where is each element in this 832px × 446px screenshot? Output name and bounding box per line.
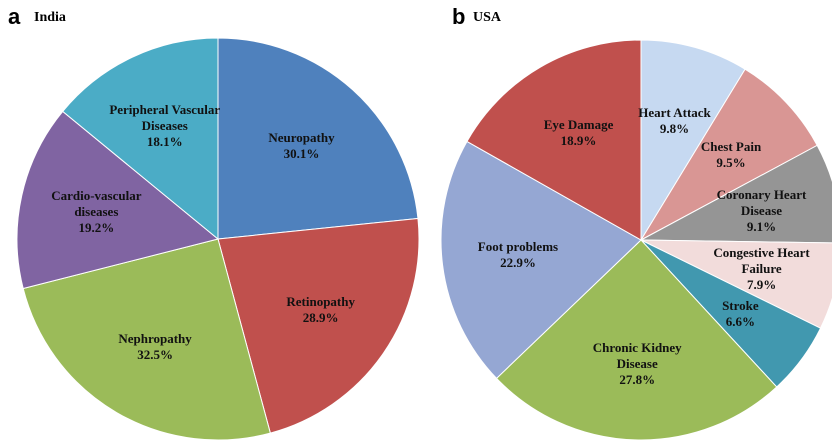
category-label: Foot problems xyxy=(477,239,559,255)
pie-slice xyxy=(639,144,832,244)
chart-title: India xyxy=(34,10,66,25)
category-label: Stroke xyxy=(722,298,759,314)
pie-slice xyxy=(640,39,746,242)
category-label: Cardio-vascular diseases xyxy=(51,187,142,219)
value-label: 18.1% xyxy=(146,134,183,150)
value-label: 9.5% xyxy=(716,154,746,170)
pie-slice xyxy=(440,140,642,380)
category-label: Neuropathy xyxy=(268,130,335,146)
value-label: 6.6% xyxy=(725,314,756,330)
value-label: 22.9% xyxy=(500,255,536,271)
value-label: 9.1% xyxy=(746,218,777,234)
slice-label: Retinopathy 28.9% xyxy=(265,294,377,326)
pie-slice xyxy=(61,37,219,241)
value-label: 7.9% xyxy=(746,276,777,292)
slice-label: Stroke 6.6% xyxy=(684,298,796,330)
value-label: 19.2% xyxy=(78,219,115,235)
category-label: Nephropathy xyxy=(118,330,192,346)
panel-letter: a xyxy=(8,4,21,29)
pie-slice xyxy=(217,217,420,434)
slice-label: Foot problems 22.9% xyxy=(462,239,574,271)
category-label: Coronary Heart Disease xyxy=(716,186,807,218)
slice-label: Eye Damage 18.9% xyxy=(523,117,635,149)
pie-slice xyxy=(22,238,271,441)
value-label: 9.8% xyxy=(659,120,690,136)
value-label: 28.9% xyxy=(302,309,339,325)
slice-label: Cardio-vascular diseases 19.2% xyxy=(40,188,152,236)
category-label: Peripheral Vascular Diseases xyxy=(109,102,221,134)
pie-slice xyxy=(495,239,778,441)
slice-label: Peripheral Vascular Diseases 18.1% xyxy=(109,102,221,150)
slice-label: Nephropathy 32.5% xyxy=(99,331,211,363)
value-label: 32.5% xyxy=(137,346,173,362)
pie-slice xyxy=(466,39,642,241)
panel-letter: b xyxy=(452,4,466,29)
category-label: Congestive Heart Failure xyxy=(713,244,810,276)
value-label: 27.8% xyxy=(619,371,656,387)
slice-label: Heart Attack 9.8% xyxy=(619,105,731,137)
chart-title: USA xyxy=(473,10,502,25)
category-label: Eye Damage xyxy=(543,116,614,132)
pie-slice xyxy=(639,68,818,242)
slice-label: Congestive Heart Failure 7.9% xyxy=(706,245,818,293)
value-label: 18.9% xyxy=(560,132,597,148)
slice-label: Coronary Heart Disease 9.1% xyxy=(705,187,817,235)
value-label: 30.1% xyxy=(283,146,320,162)
category-label: Chronic Kidney Disease xyxy=(592,339,682,371)
category-label: Heart Attack xyxy=(638,104,711,120)
pie-slice xyxy=(16,110,220,290)
slice-label: Neuropathy 30.1% xyxy=(245,130,357,162)
slice-label: Chest Pain 9.5% xyxy=(675,139,787,171)
pie-slice xyxy=(217,37,419,240)
category-label: Retinopathy xyxy=(286,293,355,309)
category-label: Chest Pain xyxy=(700,138,762,154)
slice-label: Chronic Kidney Disease 27.8% xyxy=(581,340,693,388)
